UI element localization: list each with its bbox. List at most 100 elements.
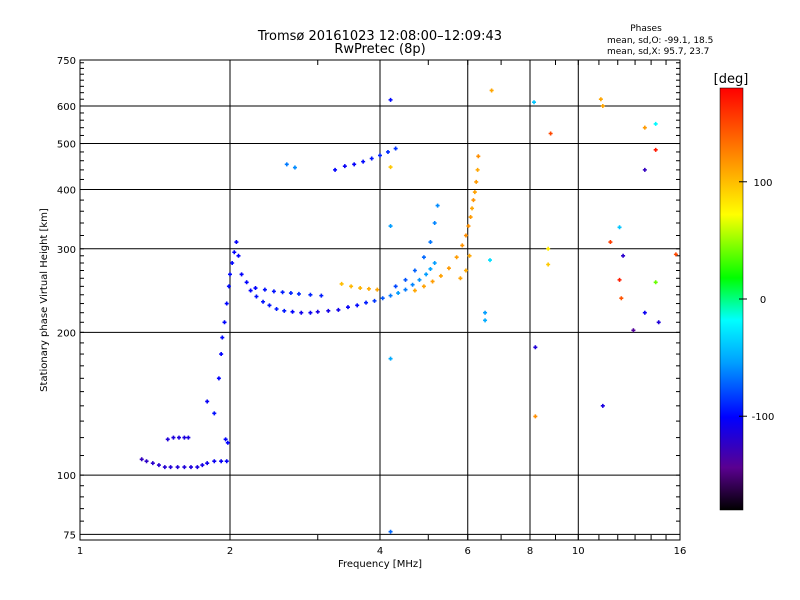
data-point <box>428 266 433 271</box>
data-point <box>385 149 390 154</box>
data-point <box>342 164 347 169</box>
x-tick-label: 2 <box>227 546 233 557</box>
data-point <box>642 167 647 172</box>
x-axis-label: Frequency [MHz] <box>338 559 422 570</box>
x-tick-label: 4 <box>377 546 383 557</box>
data-point <box>656 320 661 325</box>
data-point <box>219 352 224 357</box>
chart-subtitle: RwPretec (8p) <box>334 42 425 57</box>
data-point <box>200 463 205 468</box>
data-point <box>463 233 468 238</box>
data-point <box>274 306 279 311</box>
data-point <box>349 284 354 289</box>
data-point <box>412 288 417 293</box>
data-point <box>598 97 603 102</box>
data-point <box>254 294 259 299</box>
data-point <box>471 198 476 203</box>
data-point <box>483 318 488 323</box>
data-point <box>156 463 161 468</box>
y-tick-label: 200 <box>57 328 76 339</box>
colorbar-tick-label: 0 <box>760 295 766 306</box>
data-point <box>463 268 468 273</box>
data-point <box>176 435 181 440</box>
x-tick-label: 16 <box>674 546 687 557</box>
data-point <box>216 376 221 381</box>
data-point <box>375 287 380 292</box>
data-point <box>319 293 324 298</box>
data-point <box>475 167 480 172</box>
data-point <box>182 435 187 440</box>
data-point <box>474 179 479 184</box>
phase-stats-o-mode: mean, sd,O: -99.1, 18.5 <box>607 36 713 46</box>
data-point <box>432 221 437 226</box>
data-point <box>223 437 228 442</box>
data-point <box>617 225 622 230</box>
data-point <box>438 273 443 278</box>
data-point <box>165 437 170 442</box>
data-point <box>653 147 658 152</box>
data-point <box>403 277 408 282</box>
data-point <box>220 335 225 340</box>
data-point <box>182 465 187 470</box>
y-tick-label: 300 <box>57 245 76 256</box>
data-point <box>308 310 313 315</box>
data-point <box>248 288 253 293</box>
data-point <box>366 286 371 291</box>
x-tick-label: 10 <box>572 546 585 557</box>
data-point <box>460 243 465 248</box>
y-tick-label: 100 <box>57 471 76 482</box>
data-point <box>388 97 393 102</box>
data-point <box>261 299 266 304</box>
data-point <box>150 461 155 466</box>
colorbar-tick-label: -100 <box>752 412 775 423</box>
data-point <box>458 276 463 281</box>
data-point <box>412 268 417 273</box>
chart-title: Tromsø 20161023 12:08:00–12:09:43 <box>257 29 502 44</box>
data-point <box>483 310 488 315</box>
data-point <box>454 255 459 260</box>
data-point <box>253 286 258 291</box>
data-point <box>139 457 144 462</box>
data-point <box>236 253 241 258</box>
grid-lines <box>80 59 680 540</box>
data-point <box>619 296 624 301</box>
data-point <box>222 320 227 325</box>
data-point <box>608 240 613 245</box>
data-point <box>466 224 471 229</box>
data-point <box>548 131 553 136</box>
data-point <box>355 303 360 308</box>
data-point <box>653 121 658 126</box>
data-point <box>642 310 647 315</box>
data-point <box>532 100 537 105</box>
data-point <box>372 298 377 303</box>
data-point <box>631 328 636 333</box>
data-point <box>232 250 237 255</box>
data-point <box>642 125 647 130</box>
data-point <box>299 310 304 315</box>
data-point <box>315 309 320 314</box>
plot-area: 1 2 4 6 8 10 16 75 100 200 300 400 500 600 750 <box>57 56 686 557</box>
data-point <box>428 240 433 245</box>
y-tick-label: 500 <box>57 140 76 151</box>
data-point <box>358 286 363 291</box>
data-point <box>388 224 393 229</box>
data-points <box>139 88 678 534</box>
data-point <box>600 103 605 108</box>
colorbar-tick-label: 100 <box>753 178 772 189</box>
data-point <box>673 252 678 257</box>
data-point <box>600 403 605 408</box>
data-point <box>171 435 176 440</box>
data-point <box>410 282 415 287</box>
data-point <box>230 261 235 266</box>
data-point <box>224 301 229 306</box>
phase-stats-x-mode: mean, sd,X: 95.7, 23.7 <box>607 47 709 57</box>
data-point <box>296 291 301 296</box>
data-point <box>226 284 231 289</box>
data-point <box>333 167 338 172</box>
data-point <box>361 159 366 164</box>
data-point <box>219 459 224 464</box>
y-axis-ticks: 75 100 200 300 400 500 600 750 <box>57 56 680 541</box>
data-point <box>470 206 475 211</box>
data-point <box>326 308 331 313</box>
x-tick-label: 6 <box>465 546 471 557</box>
